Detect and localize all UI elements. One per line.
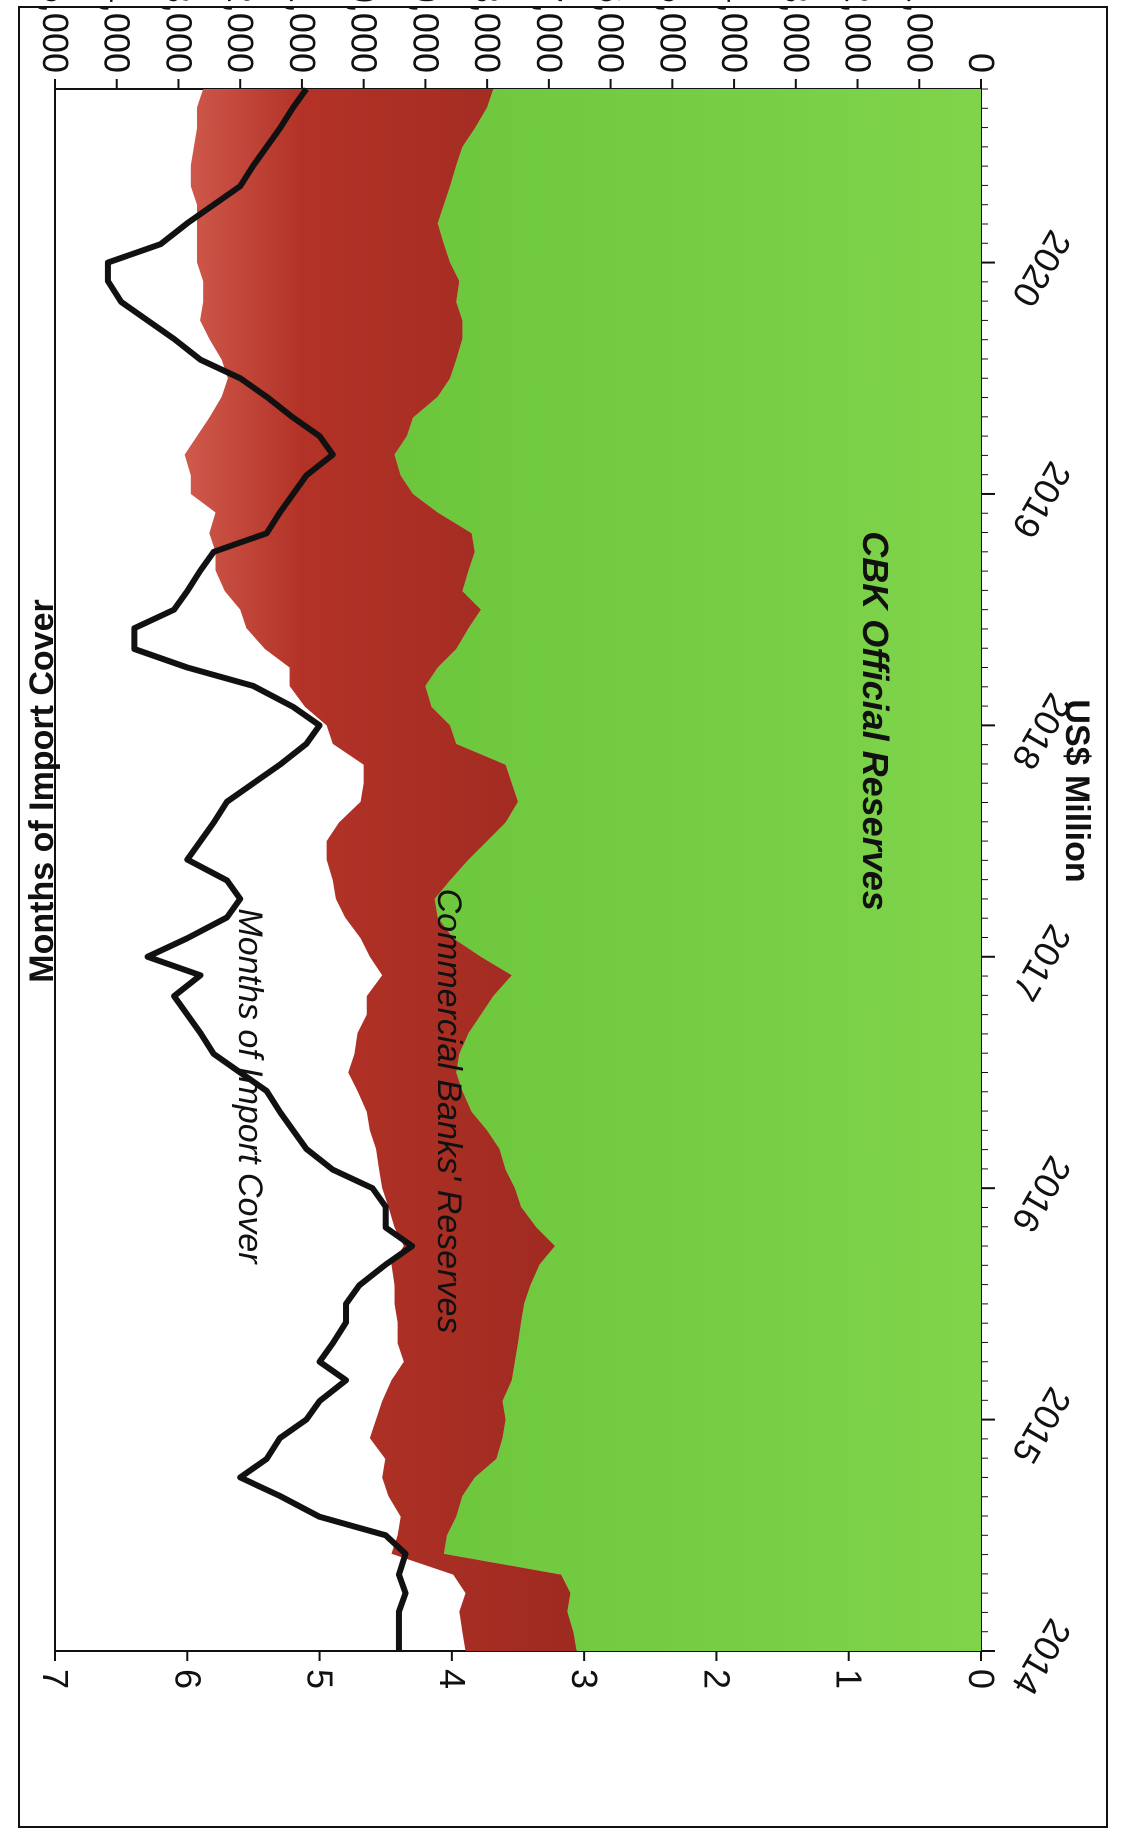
y-tick-label: 3,000 bbox=[776, 0, 817, 73]
x-tick-label: 2017 bbox=[1004, 918, 1080, 1008]
x-tick-label: 2016 bbox=[1004, 1150, 1080, 1240]
y-tick-label: 4,000 bbox=[714, 0, 755, 73]
y-tick-label: 12,000 bbox=[220, 0, 261, 73]
x-tick-label: 2019 bbox=[1004, 455, 1080, 545]
y-tick-label: 14,000 bbox=[97, 0, 138, 73]
y2-tick-label: 4 bbox=[432, 1669, 473, 1689]
y-axis-ticks: 0 1,000 2,000 3,000 4,000 5,000 6,000 7,000 8,00… bbox=[35, 0, 1002, 89]
y-tick-label: 9,000 bbox=[405, 0, 446, 73]
y2-tick-label: 7 bbox=[35, 1669, 76, 1689]
x-tick-label: 2014 bbox=[1004, 1612, 1080, 1702]
y-tick-label: 13,000 bbox=[158, 0, 199, 73]
y-axis-title: US$ Million bbox=[1058, 699, 1096, 882]
y-tick-label: 1,000 bbox=[899, 0, 940, 73]
y2-tick-label: 1 bbox=[829, 1669, 870, 1689]
y-tick-label: 8,000 bbox=[467, 0, 508, 73]
plot-area bbox=[54, 87, 982, 1652]
x-tick-label: 2015 bbox=[1004, 1381, 1080, 1471]
annotation-cbk-official: CBK Official Reserves bbox=[855, 531, 896, 911]
chart-border bbox=[18, 6, 1108, 1828]
y-tick-label: 11,000 bbox=[282, 0, 323, 73]
y2-tick-label: 5 bbox=[300, 1669, 341, 1689]
y2-tick-label: 2 bbox=[696, 1669, 737, 1689]
y2-tick-label: 0 bbox=[961, 1669, 1002, 1689]
x-tick-label: 2020 bbox=[1004, 224, 1080, 314]
y-tick-label: 10,000 bbox=[344, 0, 385, 73]
y2-tick-label: 6 bbox=[167, 1669, 208, 1689]
y-tick-label: 6,000 bbox=[591, 0, 632, 73]
line-months-of-import-cover bbox=[104, 87, 416, 1651]
y-tick-label: 0 bbox=[961, 53, 1002, 73]
y2-axis-title: Months of Import Cover bbox=[23, 599, 61, 982]
y-tick-label: 7,000 bbox=[529, 0, 570, 73]
y-tick-label: 2,000 bbox=[838, 0, 879, 73]
annotation-import-cover: Months of Import Cover bbox=[231, 908, 269, 1265]
y-tick-label: 15,000 bbox=[35, 0, 76, 73]
y-tick-label: 5,000 bbox=[652, 0, 693, 73]
area-commercial-banks-reserves bbox=[184, 89, 577, 1651]
y2-axis-ticks: 0 1 2 3 4 5 6 7 bbox=[35, 1651, 1002, 1689]
y2-tick-label: 3 bbox=[564, 1669, 605, 1689]
area-cbk-official-reserves bbox=[394, 89, 981, 1651]
annotation-commercial-banks: Commercial Banks' Reserves bbox=[430, 889, 468, 1334]
